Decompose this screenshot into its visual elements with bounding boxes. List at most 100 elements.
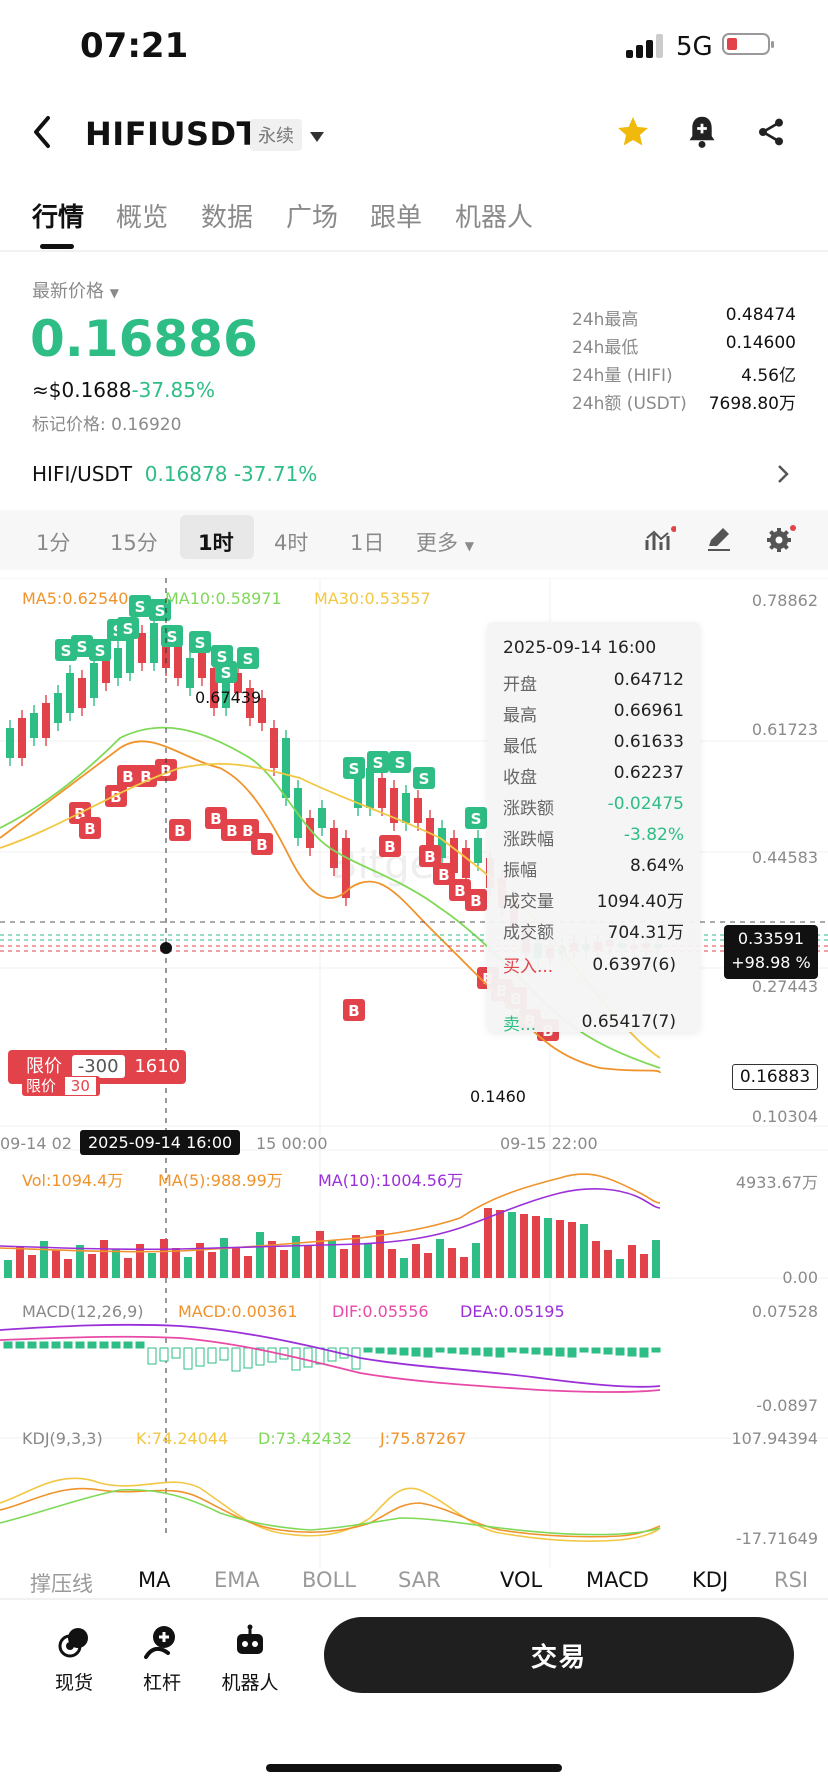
indicator-icon[interactable]	[644, 526, 677, 558]
tab-square[interactable]: 广场	[286, 203, 339, 233]
macd-axis-min: -0.0897	[756, 1396, 818, 1415]
settings-gear-icon[interactable]	[765, 524, 797, 558]
draw-pen-icon[interactable]	[705, 524, 733, 556]
svg-text:B: B	[454, 882, 465, 900]
candle-body	[18, 718, 26, 758]
volume-bar	[100, 1240, 108, 1278]
indicator-ma[interactable]: MA	[138, 1568, 171, 1592]
crosshair-time-tag: 2025-09-14 16:00	[80, 1130, 241, 1155]
chevron-down-icon[interactable]	[309, 128, 325, 147]
tooltip-buy-value[interactable]: 0.6397(6)	[592, 955, 676, 975]
candle-body	[138, 633, 146, 663]
price-axis-label: 0.61723	[751, 720, 818, 739]
trade-button[interactable]: 交易	[324, 1617, 794, 1693]
stat-label: 24h量 (HIFI)	[572, 366, 673, 386]
kdj-d: D:73.42432	[258, 1429, 353, 1448]
tab-copy-trade[interactable]: 跟单	[370, 203, 423, 233]
buy-marker: B	[465, 889, 487, 911]
divider	[0, 1598, 828, 1600]
indicator-support-resistance[interactable]: 撑压线	[30, 1572, 93, 1596]
tab-data[interactable]: 数据	[201, 203, 254, 233]
candle-body	[102, 658, 110, 683]
time-axis-label: 09-15 22:00	[500, 1134, 598, 1153]
volume-bar	[460, 1257, 468, 1278]
svg-text:S: S	[471, 810, 482, 828]
macd-bar	[531, 1347, 541, 1355]
symbol-title[interactable]: HIFIUSDT	[85, 115, 259, 153]
candle-body	[30, 713, 38, 738]
chevron-right-icon[interactable]	[776, 464, 790, 488]
candle-tooltip: 2025-09-14 16:00 开盘 0.64712 最高 0.66961 最低 0…	[487, 622, 700, 1035]
kdj-j: J:75.87267	[380, 1429, 467, 1448]
favorite-star-icon[interactable]	[615, 114, 651, 154]
alert-bell-icon[interactable]	[685, 114, 719, 154]
indicator-macd[interactable]: MACD	[586, 1568, 649, 1592]
tab-bots[interactable]: 机器人	[455, 203, 534, 233]
svg-text:S: S	[419, 770, 430, 788]
nav-bot-label[interactable]: 机器人	[221, 1672, 279, 1694]
buy-marker: B	[135, 765, 157, 787]
volume-bar	[136, 1244, 144, 1278]
vol-ma5-legend: MA(5):988.99万	[158, 1171, 283, 1190]
back-icon[interactable]	[28, 114, 58, 150]
svg-text:S: S	[195, 634, 206, 652]
indicator-sar[interactable]: SAR	[398, 1568, 441, 1592]
interval-15m[interactable]: 15分	[110, 531, 158, 555]
candlestick-chart[interactable]: Bitget SSSSSSSSSSSSSSSSSBBBBBBBBBBBBBBBB…	[0, 578, 828, 1578]
interval-1h[interactable]: 1时	[198, 531, 234, 555]
interval-1m[interactable]: 1分	[36, 531, 71, 555]
sell-marker: S	[71, 635, 93, 657]
tab-overview[interactable]: 概览	[116, 203, 169, 233]
macd-bar	[207, 1347, 217, 1364]
tab-market[interactable]: 行情	[32, 203, 85, 233]
last-price-label[interactable]: 最新价格 ▼	[32, 281, 119, 302]
interval-4h[interactable]: 4时	[274, 531, 309, 555]
limit-order-tag-secondary[interactable]: 限价 30	[22, 1076, 100, 1096]
volume-bar	[328, 1240, 336, 1278]
sell-marker: S	[89, 639, 111, 661]
spot-pair-row[interactable]: HIFI/USDT 0.16878 -37.71%	[32, 462, 318, 486]
macd-bar	[459, 1347, 469, 1355]
kdj-axis-min: -17.71649	[735, 1529, 818, 1548]
candle-body	[114, 648, 122, 678]
price-axis-label: 0.78862	[751, 591, 818, 610]
svg-text:S: S	[395, 754, 406, 772]
candle-body	[258, 698, 266, 723]
margin-icon[interactable]	[140, 1620, 184, 1664]
sell-marker: S	[389, 751, 411, 773]
macd-bar	[579, 1347, 589, 1353]
macd-bar	[543, 1347, 553, 1356]
volume-bar	[628, 1245, 636, 1278]
volume-bar	[280, 1250, 288, 1278]
volume-bar	[352, 1235, 360, 1278]
stat-label: 24h额 (USDT)	[572, 394, 687, 414]
kdj-k: K:74.24044	[136, 1429, 229, 1448]
indicator-boll[interactable]: BOLL	[302, 1568, 356, 1592]
svg-text:B: B	[470, 892, 481, 910]
macd-bar	[567, 1347, 577, 1358]
nav-spot-label[interactable]: 现货	[54, 1672, 93, 1694]
svg-text:B: B	[210, 810, 221, 828]
usd-price-line: ≈$0.1688-37.85%	[32, 378, 215, 402]
spot-icon[interactable]	[52, 1620, 96, 1664]
buy-marker: B	[419, 845, 441, 867]
buy-marker: B	[379, 835, 401, 857]
bot-icon[interactable]	[228, 1620, 272, 1664]
indicator-kdj[interactable]: KDJ	[692, 1568, 729, 1592]
interval-1d[interactable]: 1日	[350, 531, 385, 555]
volume-bar	[148, 1253, 156, 1278]
indicator-ema[interactable]: EMA	[214, 1568, 260, 1592]
svg-text:B: B	[384, 838, 395, 856]
macd-bar	[15, 1341, 25, 1349]
macd-bar	[411, 1347, 421, 1357]
macd-bar	[195, 1347, 205, 1367]
interval-more[interactable]: 更多 ▼	[416, 531, 474, 555]
svg-text:B: B	[348, 1002, 359, 1020]
share-icon[interactable]	[755, 116, 787, 152]
nav-margin-label[interactable]: 杠杆	[142, 1672, 181, 1694]
tooltip-sell-value[interactable]: 0.65417(7)	[581, 1012, 676, 1032]
indicator-rsi[interactable]: RSI	[774, 1568, 809, 1592]
volume-bar	[160, 1239, 168, 1278]
candle-body	[198, 653, 206, 678]
indicator-vol[interactable]: VOL	[500, 1568, 543, 1592]
